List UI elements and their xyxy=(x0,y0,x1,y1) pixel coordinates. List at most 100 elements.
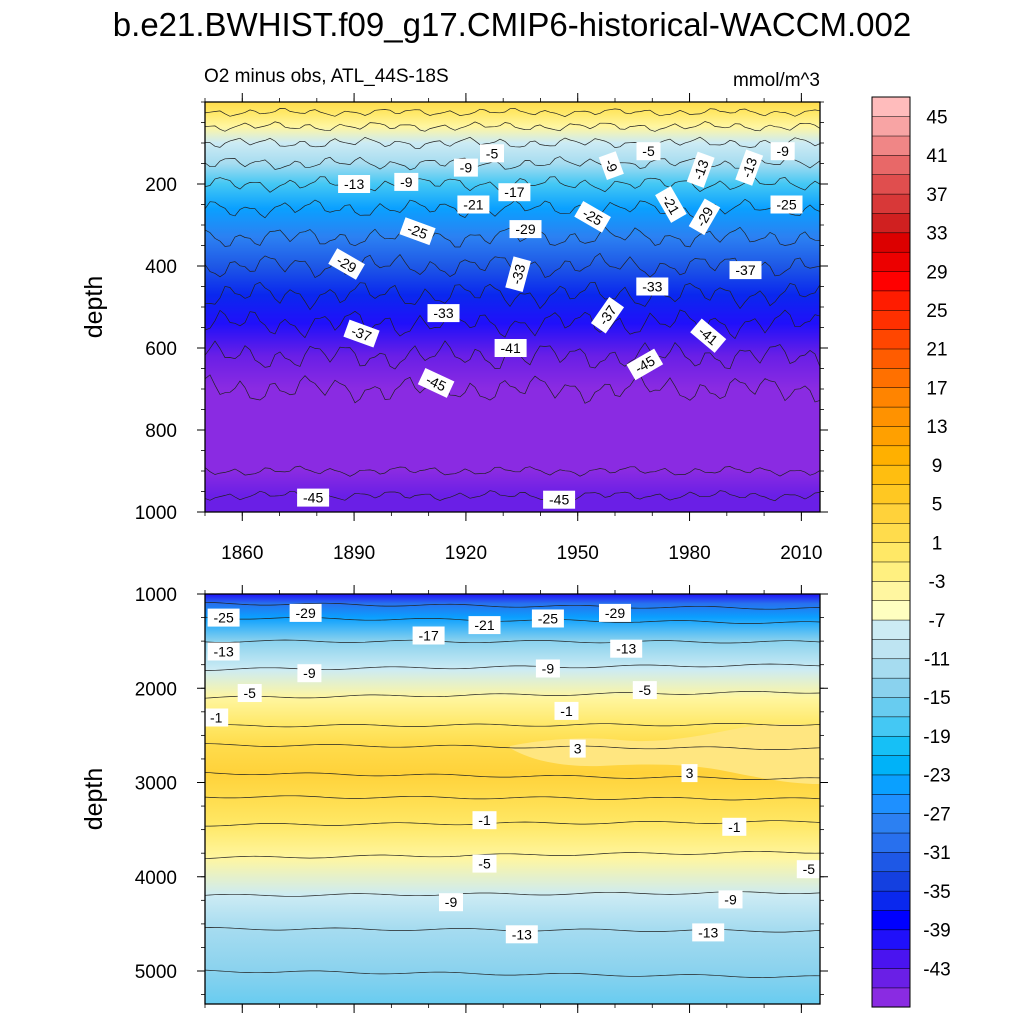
colorbar-swatch xyxy=(871,174,911,195)
contour-label-text: -9 xyxy=(776,143,789,159)
colorbar-swatch xyxy=(871,658,911,679)
contour-label-text: -29 xyxy=(605,605,625,621)
contour-line xyxy=(204,772,821,780)
colorbar-swatch xyxy=(871,716,911,737)
contour-label: -9 xyxy=(535,659,560,678)
colorbar-swatch xyxy=(871,890,911,911)
contour-label-text: -25 xyxy=(213,610,233,626)
contour-label: -41 xyxy=(494,339,527,357)
contour-label: -29 xyxy=(688,198,721,236)
colorbar-swatch xyxy=(871,600,911,621)
lower-panel: -25 -29-21-17-25 -29-13 -13-9 -9-5 -5-1 -133-1… xyxy=(80,585,828,1013)
contour-label-bg xyxy=(468,616,501,635)
contour-label-text: -1 xyxy=(210,710,223,726)
contour-label-bg xyxy=(494,339,527,357)
contour-label-text: -5 xyxy=(486,145,499,161)
colorbar-label: 37 xyxy=(926,185,947,206)
contour-line xyxy=(204,108,821,117)
colorbar-label: -7 xyxy=(929,611,946,632)
contour-label-bg xyxy=(590,296,625,334)
contour-label-text: -13 xyxy=(738,155,760,180)
contour-line xyxy=(204,639,821,644)
contour-label: -13 xyxy=(505,925,538,944)
contour-label-text: -5 xyxy=(478,856,491,872)
contour-label-text: -1 xyxy=(728,819,741,835)
contour-label-text: -29 xyxy=(515,221,535,237)
colorbar-swatch xyxy=(871,271,911,292)
colorbar-swatch xyxy=(871,116,911,137)
y-tick-label: 1000 xyxy=(135,503,177,524)
contour-label-bg xyxy=(569,739,586,758)
colorbar-swatch xyxy=(871,406,911,427)
colorbar-label: 33 xyxy=(926,224,947,245)
contour-label: 3 xyxy=(569,739,586,758)
contour-label-text: -29 xyxy=(295,605,315,621)
upper-subtitle-left: O2 minus obs, ATL_44S-18S xyxy=(204,66,449,87)
colorbar-swatch xyxy=(871,367,911,388)
contour-label-bg xyxy=(626,348,664,381)
contour-label-bg xyxy=(632,681,657,700)
contour-label-bg xyxy=(417,367,455,398)
contour-label-text: -5 xyxy=(803,861,816,877)
contour-label-bg xyxy=(535,659,560,678)
contour-line xyxy=(204,891,821,897)
contour-label: -17 xyxy=(412,626,445,645)
x-tick-label: 1980 xyxy=(668,543,710,564)
contour-label: -5 xyxy=(632,681,657,700)
contour-label-text: -33 xyxy=(642,279,662,295)
colorbar-swatch xyxy=(871,948,911,969)
contour-label-bg xyxy=(480,144,504,163)
contour-label: -5 xyxy=(636,142,661,161)
colorbar-swatch xyxy=(871,212,911,234)
contour-label: -45 xyxy=(543,490,576,509)
colorbar-label: -3 xyxy=(929,572,946,593)
colorbar-swatch xyxy=(871,929,911,950)
contour-label-bg xyxy=(399,217,436,246)
contour-line xyxy=(204,795,821,801)
contour-label: -21 xyxy=(457,195,490,214)
x-tick-label: 1950 xyxy=(557,543,599,564)
colorbar-label: 45 xyxy=(926,107,947,128)
colorbar-swatch xyxy=(871,232,911,253)
y-tick-label: 2000 xyxy=(135,679,177,700)
contour-line xyxy=(204,281,821,311)
contour-label-bg xyxy=(412,626,445,645)
upper-contour-field xyxy=(205,102,820,512)
colorbar-label: -43 xyxy=(923,959,950,980)
colorbar-label: 13 xyxy=(926,417,947,438)
contour-label: -25 xyxy=(399,217,436,246)
contour-label: 3 xyxy=(681,764,698,783)
contour-label-text: -9 xyxy=(400,174,413,190)
colorbar-swatch xyxy=(871,755,911,776)
contour-label-bg xyxy=(472,854,497,873)
contour-label-text: -9 xyxy=(460,160,473,176)
contour-label-text: -45 xyxy=(424,371,449,394)
contour-label-bg xyxy=(554,701,579,720)
colorbar: 45 41 37 33 29 25 21 17 13 9 5 1 -3 -7 -11 -15 -19 -23 -27… xyxy=(871,96,951,1008)
contour-label-text: -9 xyxy=(445,894,458,910)
contour-label-bg xyxy=(599,603,631,622)
colorbar-label: -31 xyxy=(923,843,950,864)
contour-label-text: 3 xyxy=(574,741,582,757)
contour-label-bg xyxy=(498,183,531,202)
contour-label-text: -21 xyxy=(463,197,483,213)
contour-label-bg xyxy=(735,149,764,186)
colorbar-swatch xyxy=(871,793,911,814)
colorbar-swatch xyxy=(871,329,911,350)
contour-label-text: -13 xyxy=(690,157,712,182)
colorbar-swatch xyxy=(871,425,911,447)
contour-label: -1 xyxy=(722,817,747,836)
contour-line xyxy=(204,374,821,404)
colorbar-swatch xyxy=(871,445,911,466)
contour-label-text: -37 xyxy=(349,323,374,345)
contour-label-text: -9 xyxy=(303,665,316,681)
colorbar-labels: 45 41 37 33 29 25 21 17 13 9 5 1 -3 -7 -11 -15 -19 -23 -27… xyxy=(923,107,950,980)
y-tick-label: 600 xyxy=(145,339,177,360)
contour-label-text: -13 xyxy=(213,644,233,660)
y-tick-label: 800 xyxy=(145,421,177,442)
y-tick-label: 1000 xyxy=(135,585,177,606)
colorbar-swatch xyxy=(871,851,911,873)
contour-label-text: -33 xyxy=(508,262,529,286)
contour-label-text: -45 xyxy=(549,492,569,508)
colorbar-swatch xyxy=(871,387,911,408)
